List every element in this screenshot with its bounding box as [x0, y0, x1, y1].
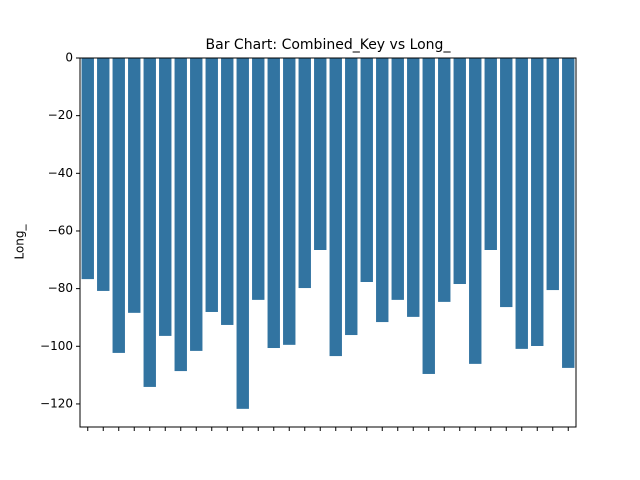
y-tick-label: −40: [48, 166, 73, 180]
bar: [314, 58, 327, 250]
bar: [453, 58, 466, 285]
bar: [159, 58, 172, 336]
bar: [469, 58, 482, 364]
bar: [376, 58, 389, 323]
bar: [562, 58, 575, 368]
bar: [97, 58, 110, 291]
bar: [422, 58, 435, 374]
bar: [190, 58, 203, 351]
bar: [329, 58, 342, 357]
y-tick-label: −120: [40, 396, 73, 410]
bar: [407, 58, 420, 317]
bar: [345, 58, 358, 336]
bar: [128, 58, 141, 313]
bar: [252, 58, 265, 300]
y-tick-label: −20: [48, 108, 73, 122]
bar: [391, 58, 404, 300]
bar: [484, 58, 497, 250]
bar: [360, 58, 373, 282]
bar: [267, 58, 280, 349]
plot-frame: [79, 57, 577, 428]
y-tick-label: −100: [40, 339, 73, 353]
bar: [236, 58, 249, 409]
bar: [283, 58, 296, 345]
bar: [531, 58, 544, 346]
bar: [298, 58, 311, 289]
y-tick-label: 0: [65, 51, 73, 65]
bar: [143, 58, 156, 387]
bar: [221, 58, 234, 325]
bar: [205, 58, 218, 312]
y-tick-label: −60: [48, 223, 73, 237]
bar: [112, 58, 125, 353]
bar: [515, 58, 528, 349]
bar: [500, 58, 513, 308]
bar: [174, 58, 187, 372]
bar: [546, 58, 559, 291]
chart-title: Bar Chart: Combined_Key vs Long_: [206, 37, 452, 53]
y-axis-label: Long_: [13, 223, 27, 259]
y-tick-label: −80: [48, 281, 73, 295]
bar: [438, 58, 451, 302]
bar: [81, 58, 94, 280]
